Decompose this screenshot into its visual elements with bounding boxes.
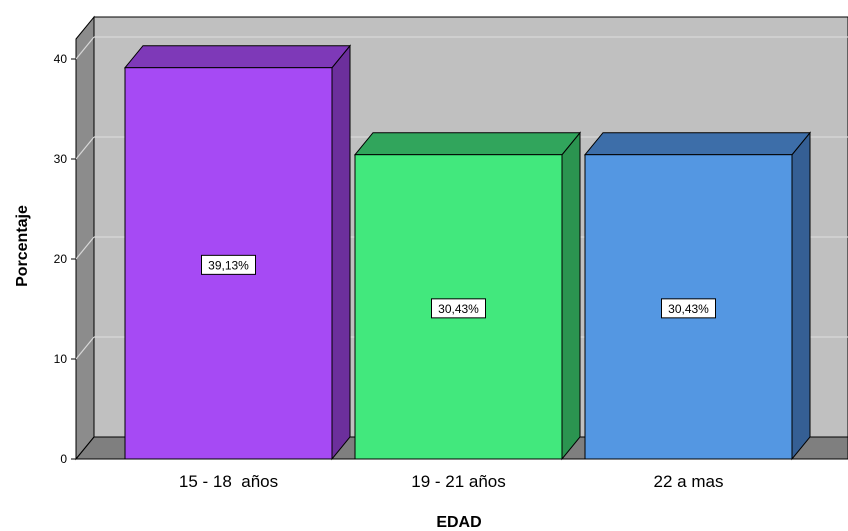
y-tick-label: 10 [54,352,68,366]
gridline-side [75,336,95,360]
gridline-side [75,136,95,160]
data-label-box [431,298,486,319]
y-tick-label: 20 [54,252,68,266]
data-label-box [201,254,256,275]
y-axis-ticks: 0 10 20 30 40 [54,52,76,466]
data-label: 30,43% [661,298,716,319]
bar-top [583,132,812,156]
data-label-box [661,298,716,319]
bar-side [561,131,581,461]
y-tick-label: 0 [60,452,67,466]
x-axis-tick-labels: 15 - 18 años 19 - 21 años 22 a mas [179,472,724,491]
side-wall [75,15,95,461]
x-axis-title: EDAD [436,514,481,531]
y-axis-title: Porcentaje [14,205,31,287]
bar-top [353,132,582,156]
y-tick-label: 30 [54,152,68,166]
x-tick-label: 15 - 18 años [179,472,278,491]
x-tick-label: 22 a mas [654,472,724,491]
y-tick-label: 40 [54,52,68,66]
data-label: 30,43% [431,298,486,319]
bar-side [791,131,811,461]
data-label-text: 30,43% [438,302,479,316]
data-label-text: 39,13% [208,258,249,272]
bar: 30,43% [583,131,812,461]
gridline-side [75,36,95,60]
chart-bars: 39,13% 30,43% 30,43% [123,44,812,461]
data-label-text: 30,43% [668,302,709,316]
data-label: 39,13% [201,254,256,275]
bar: 39,13% [123,44,352,461]
bar-top [123,45,352,69]
x-tick-label: 19 - 21 años [411,472,506,491]
gridline-side [75,236,95,260]
bar: 30,43% [353,131,582,461]
bar-side [331,44,351,461]
